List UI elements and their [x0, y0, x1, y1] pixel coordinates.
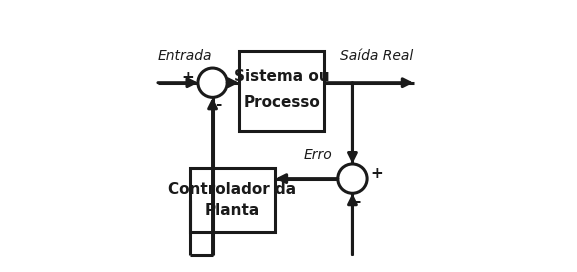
Text: Sistema ou: Sistema ou — [234, 69, 329, 84]
FancyBboxPatch shape — [239, 51, 324, 131]
Text: Erro: Erro — [304, 148, 332, 162]
Text: Entrada: Entrada — [158, 49, 212, 63]
Text: Processo: Processo — [243, 95, 320, 110]
FancyBboxPatch shape — [190, 168, 275, 232]
Text: Controlador da: Controlador da — [168, 182, 297, 197]
Text: +: + — [181, 70, 194, 85]
Text: -: - — [355, 194, 361, 209]
Text: +: + — [370, 166, 383, 181]
Text: -: - — [215, 97, 221, 112]
Text: Saída Real: Saída Real — [340, 49, 414, 63]
Text: Planta: Planta — [205, 203, 260, 218]
